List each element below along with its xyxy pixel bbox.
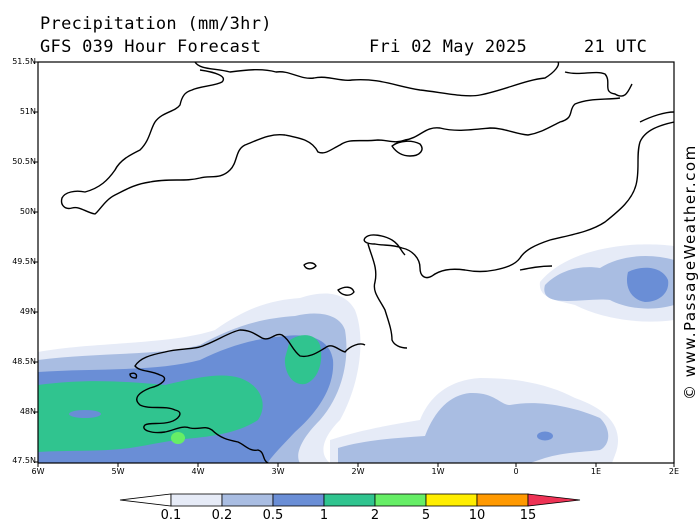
precip-area-light-se (338, 392, 609, 463)
coastline-southern-england (60, 62, 633, 215)
map-title: Precipitation (mm/3hr) (40, 14, 272, 34)
precipitation-fields (38, 244, 674, 463)
coastlines (60, 62, 674, 463)
legend-label: 15 (519, 508, 537, 523)
lat-label: 50.5N (12, 157, 36, 166)
lon-label: 5W (111, 467, 125, 476)
lat-label: 51.5N (12, 57, 36, 66)
lon-label: 1W (431, 467, 445, 476)
lat-label: 50N (19, 207, 36, 216)
lat-label: 49.5N (12, 257, 36, 266)
lat-label: 47.5N (12, 456, 36, 465)
legend-label: 0.2 (211, 508, 233, 523)
lat-label: 51N (19, 107, 36, 116)
legend-label: 5 (421, 508, 431, 523)
coastline-east-england (639, 111, 674, 123)
lat-label: 48N (19, 407, 36, 416)
coastline-isle-of-wight (391, 140, 423, 157)
color-bar-left-tip (119, 493, 172, 507)
legend-label: 10 (468, 508, 486, 523)
coastline-ushant (129, 372, 138, 379)
color-bar-segment-7 (476, 493, 529, 507)
lat-label: 49N (19, 307, 36, 316)
color-bar-segment-1 (170, 493, 223, 507)
color-bar-segment-2 (221, 493, 274, 507)
precip-area-moderate-spot (69, 410, 101, 418)
lon-label: 6W (31, 467, 45, 476)
watermark: © www.PassageWeather.com (681, 144, 699, 400)
color-bar-segment-5 (374, 493, 427, 507)
color-bar-right-tip (527, 493, 581, 507)
lon-label: 2W (351, 467, 365, 476)
legend-label: 2 (370, 508, 380, 523)
legend-label: 0.1 (160, 508, 182, 523)
precip-area-moderate-e (626, 267, 669, 302)
color-bar-segment-3 (272, 493, 325, 507)
coastline-northern-france (363, 121, 674, 279)
legend-label: 1 (319, 508, 329, 523)
lon-label: 4W (191, 467, 205, 476)
forecast-date: Fri 02 May 2025 (369, 37, 528, 57)
lat-label: 48.5N (12, 357, 36, 366)
lon-label: 3W (271, 467, 285, 476)
precip-area-moderate-se (537, 431, 553, 441)
axis-ticks (34, 61, 675, 467)
forecast-model-label: GFS 039 Hour Forecast (40, 37, 262, 57)
forecast-time: 21 UTC (584, 37, 648, 57)
color-bar-segment-6 (425, 493, 478, 507)
color-bar-segment-4 (323, 493, 376, 507)
precip-area-very-heavy (171, 432, 185, 444)
precip-area-heavy-2 (284, 335, 322, 385)
coastline-jersey (337, 286, 355, 296)
lon-label: 1E (590, 467, 602, 476)
coastline-guernsey (303, 262, 317, 270)
lon-label: 2E (668, 467, 680, 476)
precip-area-heavy (38, 375, 263, 452)
coastline-cotentin-brittany (134, 243, 408, 463)
legend-label: 0.5 (262, 508, 284, 523)
lon-label: 0 (513, 467, 519, 476)
color-bar (119, 493, 581, 507)
